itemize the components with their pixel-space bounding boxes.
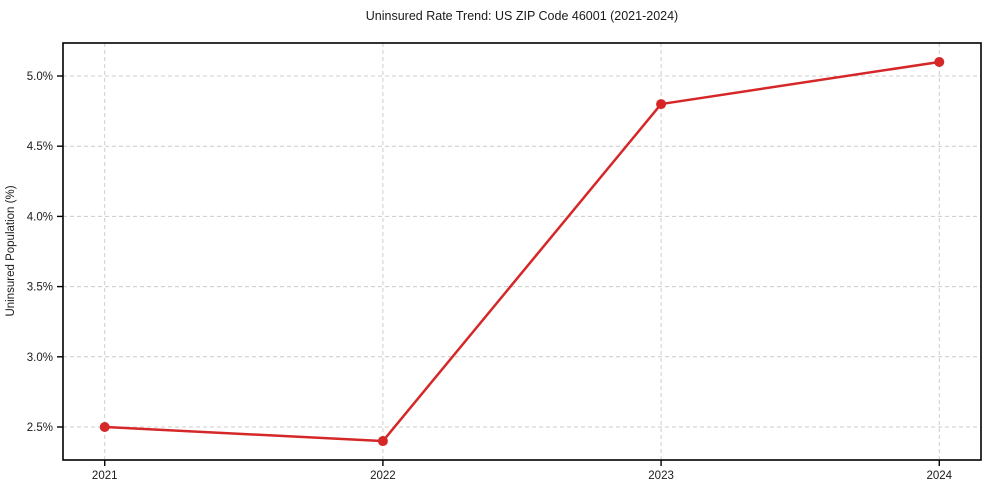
x-tick-label: 2022	[370, 470, 396, 482]
y-tick-label: 3.5%	[27, 282, 53, 294]
x-tick-label: 2021	[92, 470, 118, 482]
data-point-marker	[656, 99, 667, 110]
x-tick-label: 2023	[648, 470, 674, 482]
axes: 2.5% 3.0% 3.5% 4.0% 4.5% 5.0% 2021 2022 2023 2024	[27, 42, 982, 482]
y-tick-label: 3.0%	[27, 352, 53, 364]
gridlines	[63, 43, 981, 460]
data-point-marker	[377, 436, 388, 447]
trend-line-series	[99, 56, 945, 447]
trend-line	[103, 60, 941, 443]
data-point-marker	[99, 422, 110, 433]
y-axis-label: Uninsured Population (%)	[5, 185, 17, 316]
y-tick-label: 2.5%	[27, 422, 53, 434]
y-tick-label: 4.5%	[27, 141, 53, 153]
data-point-marker	[934, 56, 945, 67]
y-tick-label: 5.0%	[27, 71, 53, 83]
x-tick-label: 2024	[926, 470, 952, 482]
plot-border	[62, 42, 982, 461]
y-tick-label: 4.0%	[27, 211, 53, 223]
chart-title: Uninsured Rate Trend: US ZIP Code 46001 …	[366, 9, 678, 23]
